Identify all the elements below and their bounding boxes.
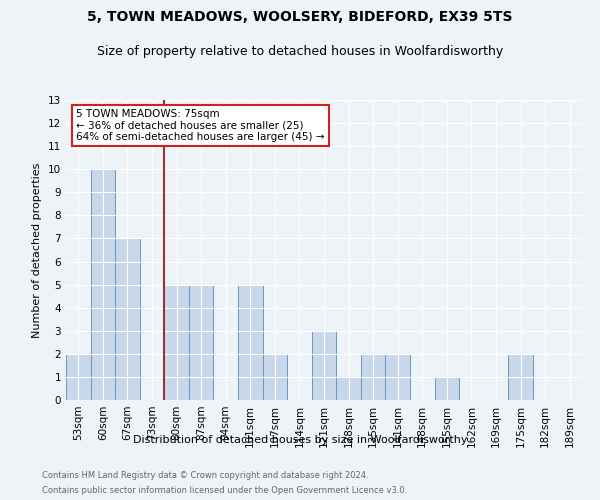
Bar [508, 354, 533, 400]
Bar [66, 354, 91, 400]
Bar [115, 238, 140, 400]
Bar [361, 354, 385, 400]
Bar [336, 377, 361, 400]
Y-axis label: Number of detached properties: Number of detached properties [32, 162, 43, 338]
Bar [434, 377, 459, 400]
Text: 5, TOWN MEADOWS, WOOLSERY, BIDEFORD, EX39 5TS: 5, TOWN MEADOWS, WOOLSERY, BIDEFORD, EX3… [87, 10, 513, 24]
Bar [164, 284, 189, 400]
Bar [91, 169, 115, 400]
Bar [263, 354, 287, 400]
Bar [238, 284, 263, 400]
Bar [385, 354, 410, 400]
Text: Contains HM Land Registry data © Crown copyright and database right 2024.: Contains HM Land Registry data © Crown c… [42, 471, 368, 480]
Text: Contains public sector information licensed under the Open Government Licence v3: Contains public sector information licen… [42, 486, 407, 495]
Bar [312, 331, 336, 400]
Text: Distribution of detached houses by size in Woolfardisworthy: Distribution of detached houses by size … [133, 435, 467, 445]
Text: Size of property relative to detached houses in Woolfardisworthy: Size of property relative to detached ho… [97, 45, 503, 58]
Bar [189, 284, 214, 400]
Text: 5 TOWN MEADOWS: 75sqm
← 36% of detached houses are smaller (25)
64% of semi-deta: 5 TOWN MEADOWS: 75sqm ← 36% of detached … [76, 109, 325, 142]
